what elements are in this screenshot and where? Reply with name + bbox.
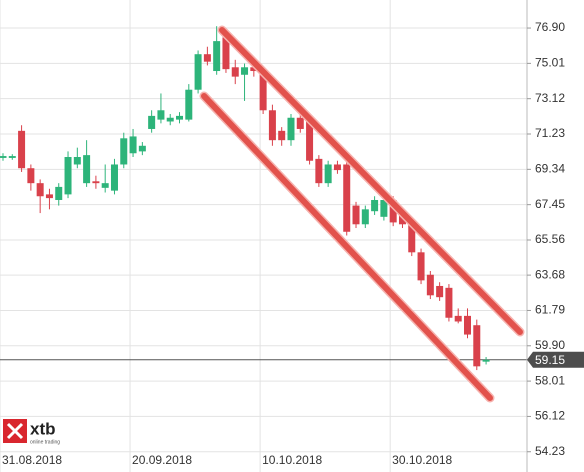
candle-body — [185, 89, 193, 120]
candle-body — [426, 274, 434, 296]
candle-body — [454, 315, 462, 322]
candle-body — [352, 205, 360, 225]
channel-lower — [201, 93, 493, 401]
candle-body — [138, 145, 146, 152]
candle-body — [203, 54, 211, 62]
candle-body — [110, 164, 118, 191]
x-tick-label: 20.09.2018 — [132, 453, 192, 467]
candle-body — [464, 315, 471, 335]
candle-body — [92, 181, 100, 184]
logo: xtb online trading — [3, 419, 60, 445]
last-price-box — [527, 351, 584, 368]
candle-body — [482, 359, 490, 362]
candle-body — [18, 130, 26, 169]
logo-tagline: online trading — [30, 439, 60, 445]
candle-body — [55, 186, 63, 200]
x-tick-label: 31.08.2018 — [2, 453, 62, 467]
candle-body — [389, 199, 397, 223]
last-price-label: 59.15 — [535, 353, 565, 367]
candle-body — [380, 199, 388, 217]
candle-body — [8, 156, 16, 158]
candle-body — [45, 194, 53, 199]
candle-body — [36, 183, 44, 197]
x-tick-label: 30.10.2018 — [392, 453, 452, 467]
y-tick-label: 65.56 — [535, 232, 565, 246]
candle-body — [473, 325, 481, 367]
candle-body — [324, 164, 332, 184]
candle-body — [148, 115, 156, 129]
candle-body — [176, 115, 184, 120]
candle-body — [194, 54, 202, 90]
channel-upper — [219, 27, 523, 335]
y-tick-label: 58.01 — [535, 373, 565, 387]
y-tick-label: 75.01 — [535, 56, 565, 70]
grid — [0, 0, 527, 472]
candle-body — [222, 37, 230, 70]
y-tick-label: 63.68 — [535, 267, 565, 281]
candle-body — [27, 168, 35, 184]
candle-body — [129, 136, 137, 154]
candle-body — [371, 199, 379, 212]
y-tick-label: 71.23 — [535, 126, 565, 140]
candle-body — [306, 119, 314, 161]
candle-body — [213, 41, 221, 72]
logo-x — [6, 422, 24, 440]
candle-body — [361, 209, 369, 225]
x-tick-label: 10.10.2018 — [262, 453, 322, 467]
candle-body — [101, 183, 109, 188]
y-tick-label: 73.12 — [535, 91, 565, 105]
y-tick-label: 59.90 — [535, 338, 565, 352]
y-tick-label: 69.34 — [535, 162, 565, 176]
y-tick-label: 61.79 — [535, 303, 565, 317]
candle-body — [445, 287, 453, 318]
candle-body — [278, 130, 286, 141]
candle-body — [166, 117, 174, 122]
candle-body — [315, 158, 323, 184]
channel — [199, 25, 525, 403]
candle-body — [241, 67, 249, 75]
candle-body — [259, 72, 267, 111]
candle-body — [296, 117, 304, 129]
y-tick-label: 54.23 — [535, 444, 565, 458]
logo-text: xtb — [30, 419, 56, 438]
candle-body — [64, 157, 72, 195]
candle-body — [83, 155, 91, 184]
candle-body — [417, 252, 425, 281]
y-tick-label: 76.90 — [535, 20, 565, 34]
candle-body — [268, 110, 276, 141]
candle-body — [73, 157, 81, 165]
candle-body — [408, 222, 416, 253]
y-tick-label: 56.12 — [535, 409, 565, 423]
candle-body — [287, 117, 295, 141]
candle-body — [157, 110, 165, 120]
candle-body — [120, 138, 128, 165]
y-tick-label: 67.45 — [535, 197, 565, 211]
candle-body — [436, 285, 444, 298]
candles — [0, 26, 490, 371]
candle-body — [250, 67, 258, 72]
candle-body — [343, 164, 351, 232]
candle-body — [0, 156, 7, 158]
candle-body — [333, 164, 341, 171]
candle-body — [231, 67, 239, 77]
